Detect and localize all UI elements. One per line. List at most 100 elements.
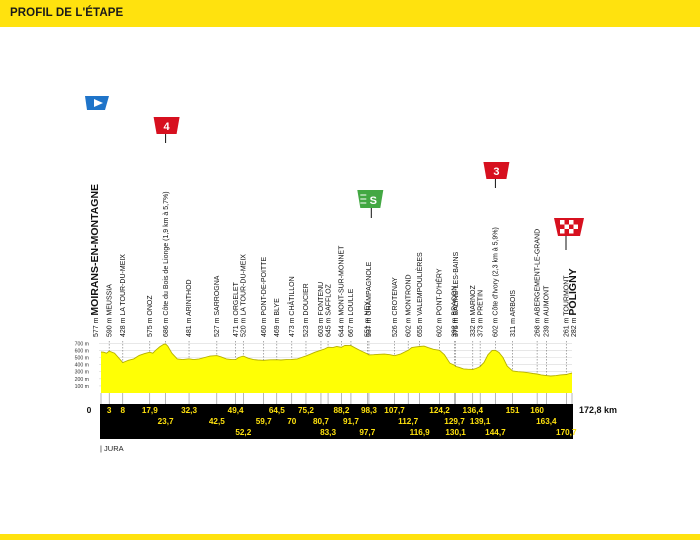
waypoint-label: 577 m MOIRANS-EN-MONTAGNE — [89, 184, 101, 337]
distance-km-label: 59,7 — [256, 417, 272, 426]
distance-km-label: 170,7 — [556, 428, 577, 437]
waypoint-label: 523 m DOUCIER — [303, 283, 310, 337]
chart-extras: | JURA — [100, 444, 124, 453]
finish-checker-square — [560, 220, 565, 225]
distance-km-label: 163,4 — [536, 417, 557, 426]
waypoint-label: 471 m ORGELET — [233, 281, 240, 337]
waypoint-label: 481 m ARINTHOD — [186, 279, 193, 337]
distance-km-label: 139,1 — [470, 417, 491, 426]
distance-strip: 0 3 8 17,923,7 32,3 42,549,4 52,2 59,7 64,57075,… — [87, 404, 617, 439]
waypoint-label: 469 m BLYE — [274, 298, 281, 337]
distance-km-label: 83,3 — [320, 428, 336, 437]
distance-km-label: 112,7 — [398, 417, 418, 426]
waypoint-label: 575 m ONOZ — [147, 295, 154, 337]
distance-km-label: 136,4 — [463, 406, 484, 415]
distance-km-label: 91,7 — [343, 417, 359, 426]
waypoint-label: 239 m AUMONT — [544, 285, 551, 337]
distance-km-label: 80,7 — [313, 417, 329, 426]
altitude-tick-label: 200 m — [75, 377, 89, 383]
waypoint-label: 686 m Côte du Bois de Lionge (1,9 km à 5… — [163, 191, 170, 337]
distance-km-label: 23,7 — [158, 417, 174, 426]
distance-km-label: 17,9 — [142, 406, 158, 415]
finish-checker-square — [564, 224, 569, 229]
climb-category-icon — [153, 117, 180, 134]
waypoint-label: 428 m LA TOUR-DU-MEIX — [120, 254, 127, 337]
waypoint-label: 282 m POLIGNY — [567, 268, 579, 337]
distance-km-label: 8 — [121, 406, 126, 415]
waypoint-label: 527 m SARROGNA — [214, 275, 221, 337]
waypoint-label: 520 m LA TOUR-DU-MEIX — [240, 254, 247, 337]
waypoint-label: 261 m TOURMONT — [563, 275, 570, 337]
waypoint-label: 392 m BRACON — [452, 286, 459, 337]
waypoint-name: POLIGNY — [567, 268, 579, 315]
waypoint-guides — [100, 341, 573, 404]
waypoint-label: 268 m ABERGEMENT-LE-GRAND — [534, 229, 541, 337]
distance-km-label: 42,5 — [209, 417, 225, 426]
header-banner: PROFIL DE L'ÉTAPE — [0, 0, 700, 27]
altitude-tick-label: 700 m — [75, 341, 89, 347]
altitude-tick-label: 300 m — [75, 370, 89, 376]
distance-km-label: 107,7 — [384, 406, 405, 415]
distance-km-label: 75,2 — [298, 406, 314, 415]
waypoint-label: 311 m ARBOIS — [510, 290, 517, 337]
waypoint-label: 473 m CHÂTILLON — [287, 276, 296, 337]
climb-category-label: 3 — [493, 166, 499, 178]
finish-checker-square — [569, 220, 574, 225]
waypoint-label: 655 m VALEMPOULIÈRES — [415, 252, 424, 337]
profile-area — [101, 344, 572, 393]
distance-strip-band — [100, 404, 573, 439]
altitude-tick-label: 400 m — [75, 363, 89, 369]
distance-km-label: 3 — [107, 406, 112, 415]
altitude-tick-label: 600 m — [75, 348, 89, 354]
region-label: | JURA — [100, 444, 124, 453]
waypoint-label: 603 m FONTENU — [318, 282, 325, 337]
distance-total-label: 172,8 km — [579, 405, 617, 415]
bottom-banner — [0, 534, 700, 540]
distance-km-label: 130,1 — [445, 428, 466, 437]
distance-km-label: 124,2 — [429, 406, 450, 415]
waypoint-label: 602 m PONT-D'HÉRY — [435, 268, 444, 337]
finish-checker-square — [569, 229, 574, 234]
distance-km-label: 64,5 — [269, 406, 285, 415]
waypoint-label: 590 m MEUSSIA — [106, 284, 113, 337]
profile-line — [100, 343, 573, 377]
distance-start-label: 0 — [87, 405, 92, 415]
waypoint-label: 602 m MONTROND — [405, 274, 412, 337]
waypoint-label: 602 m Côte d'Ivory (2,3 km à 5,9%) — [493, 227, 500, 337]
waypoint-altitude: 577 m — [93, 316, 100, 337]
distance-km-label: 32,3 — [181, 406, 197, 415]
waypoint-label: 644 m MONT-SUR-MONNET — [339, 245, 346, 337]
page-title: PROFIL DE L'ÉTAPE — [10, 7, 124, 19]
waypoint-label: 645 m SAFFLOZ — [325, 283, 332, 337]
profile-area-group — [100, 343, 573, 393]
waypoint-label: 537 m CHAMPAGNOLE — [366, 261, 373, 337]
distance-km-label: 49,4 — [228, 406, 244, 415]
distance-km-label: 98,3 — [361, 406, 377, 415]
distance-km-label: 129,7 — [444, 417, 465, 426]
altitude-tick-label: 100 m — [75, 384, 89, 390]
distance-km-label: 97,7 — [359, 428, 375, 437]
waypoint-label: 373 m PRETIN — [477, 290, 484, 337]
waypoint-name: MOIRANS-EN-MONTAGNE — [89, 184, 101, 316]
distance-km-label: 116,9 — [410, 428, 430, 437]
waypoint-label: 667 m LOULLE — [348, 288, 355, 337]
waypoint-label: 375 m SALINS-LES-BAINS — [453, 251, 460, 337]
waypoint-label: 460 m PONT-DE-POITTE — [261, 257, 268, 337]
waypoint-labels: 577 m MOIRANS-EN-MONTAGNE 590 m MEUSSIA 42… — [89, 184, 579, 337]
altitude-tick-label: 500 m — [75, 356, 89, 362]
climb-category-icon — [483, 162, 510, 179]
waypoint-label: 551 m NEY — [365, 301, 372, 337]
climb-category-label: 4 — [164, 121, 171, 133]
distance-km-label: 160 — [530, 406, 544, 415]
distance-km-label: 151 — [506, 406, 520, 415]
finish-checker-square — [560, 229, 565, 234]
distance-km-label: 52,2 — [235, 428, 251, 437]
distance-km-label: 70 — [287, 417, 297, 426]
distance-km-label: 144,7 — [485, 428, 506, 437]
start-arrow-icon — [94, 99, 103, 107]
waypoint-label: 332 m MARNOZ — [470, 285, 477, 337]
finish-checker-square — [573, 224, 578, 229]
waypoint-altitude: 282 m — [571, 316, 578, 337]
